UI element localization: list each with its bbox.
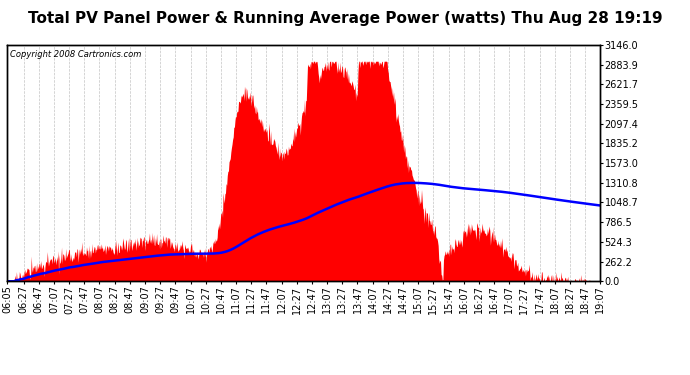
Text: Copyright 2008 Cartronics.com: Copyright 2008 Cartronics.com bbox=[10, 50, 141, 59]
Text: Total PV Panel Power & Running Average Power (watts) Thu Aug 28 19:19: Total PV Panel Power & Running Average P… bbox=[28, 11, 662, 26]
